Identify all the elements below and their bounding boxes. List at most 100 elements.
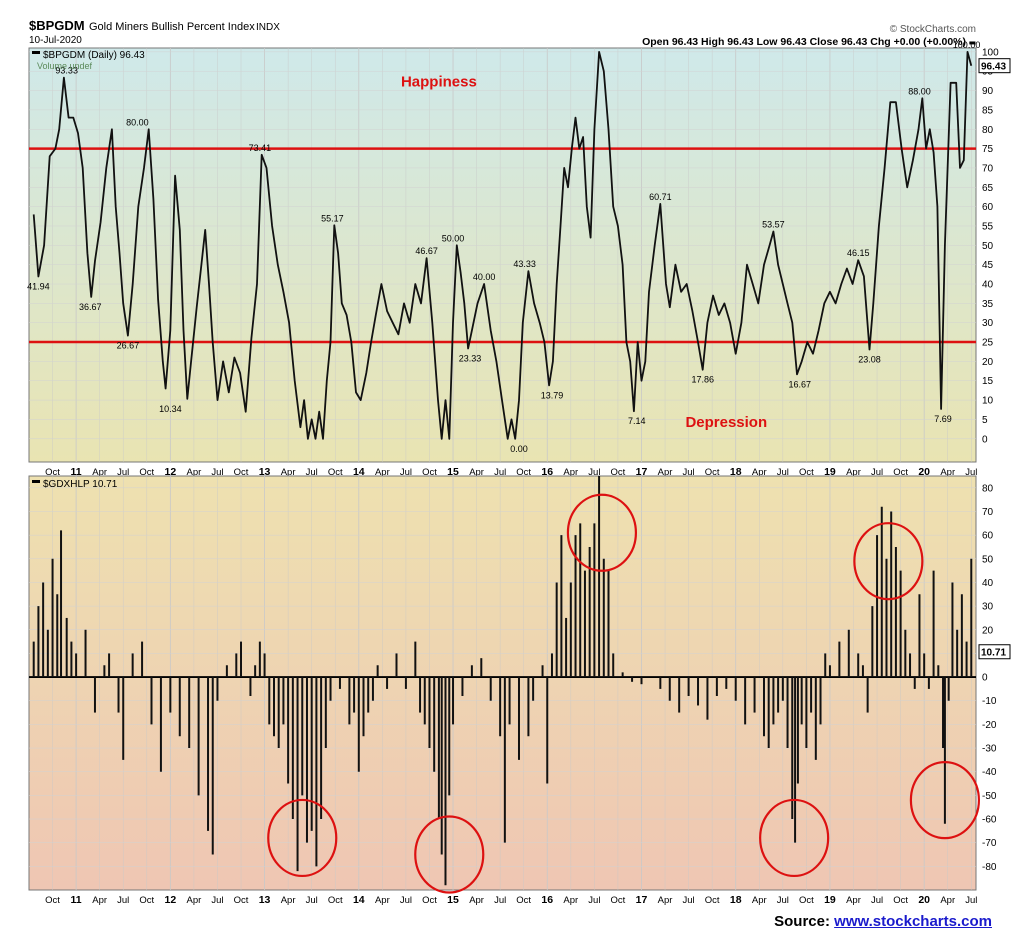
bottom-y-tick-label: 40 <box>982 578 994 589</box>
top-x-tick-label: 14 <box>353 466 365 478</box>
top-x-tick-label: Jul <box>117 467 129 478</box>
bottom-x-tick-label: Apr <box>752 895 767 906</box>
bottom-x-tick-label: Apr <box>281 895 296 906</box>
source-credit: Source: www.stockcharts.com <box>774 913 992 930</box>
bottom-x-tick-label: Jul <box>777 895 789 906</box>
top-x-tick-label: Oct <box>705 467 720 478</box>
value-label: 43.33 <box>513 259 536 269</box>
bottom-x-tick-label: 12 <box>164 894 176 906</box>
bottom-x-tick-label: Jul <box>871 895 883 906</box>
top-x-tick-label: Apr <box>469 467 484 478</box>
ohlc-readout: Open 96.43 High 96.43 Low 96.43 Close 96… <box>642 36 966 48</box>
bottom-x-tick-label: Jul <box>400 895 412 906</box>
bottom-y-tick-label: -10 <box>982 696 997 707</box>
top-x-tick-label: Apr <box>563 467 578 478</box>
top-x-tick-label: Oct <box>45 467 60 478</box>
bottom-x-tick-label: 16 <box>541 894 553 906</box>
bottom-x-tick-label: Oct <box>893 895 908 906</box>
top-x-tick-label: Jul <box>306 467 318 478</box>
gdx-hlp-panel: -80-70-60-50-40-30-20-100102030405060708… <box>28 475 1011 906</box>
highlight-circle <box>759 798 830 878</box>
top-y-tick-label: 90 <box>982 86 994 97</box>
bottom-y-tick-label: -60 <box>982 815 997 826</box>
bottom-y-tick-label: 60 <box>982 531 994 542</box>
bottom-x-tick-label: 13 <box>259 894 271 906</box>
ohlc-dash: ▬ <box>968 38 976 47</box>
value-label: 46.15 <box>847 248 870 258</box>
bottom-x-tick-label: Jul <box>965 895 977 906</box>
top-y-tick-label: 5 <box>982 415 988 426</box>
top-x-tick-label: Apr <box>846 467 861 478</box>
bottom-y-tick-label: -50 <box>982 791 997 802</box>
highlight-circle <box>909 761 981 840</box>
bottom-y-tick-label: -70 <box>982 838 997 849</box>
provider-credit: © StockCharts.com <box>890 24 976 35</box>
bottom-x-tick-label: Oct <box>234 895 249 906</box>
legend-swatch <box>32 51 40 54</box>
top-y-tick-label: 85 <box>982 105 994 116</box>
bottom-y-tick-label: 20 <box>982 625 994 636</box>
top-x-tick-label: Apr <box>752 467 767 478</box>
top-x-tick-label: Oct <box>234 467 249 478</box>
value-label: 26.67 <box>117 341 140 351</box>
last-value-text: 96.43 <box>981 62 1006 73</box>
bottom-y-tick-label: 50 <box>982 554 994 565</box>
top-x-tick-label: Apr <box>940 467 955 478</box>
value-label: 60.71 <box>649 192 672 202</box>
value-label: 55.17 <box>321 213 344 223</box>
bottom-x-tick-label: Jul <box>494 895 506 906</box>
top-x-tick-label: 20 <box>918 466 930 478</box>
chart-exchange: INDX <box>256 22 280 33</box>
top-x-tick-label: Apr <box>187 467 202 478</box>
bottom-x-tick-label: Apr <box>658 895 673 906</box>
value-label: 40.00 <box>473 272 496 282</box>
value-label: 100.00 <box>953 40 981 50</box>
top-y-tick-label: 35 <box>982 299 994 310</box>
value-label: 17.86 <box>691 375 714 385</box>
top-x-tick-label: 15 <box>447 466 459 478</box>
top-legend-volume: Volume undef <box>37 61 93 71</box>
bottom-y-tick-label: -40 <box>982 767 997 778</box>
bottom-x-tick-label: Apr <box>375 895 390 906</box>
bottom-legend: $GDXHLP 10.71 <box>43 479 118 490</box>
highlight-circle <box>267 798 338 878</box>
bottom-x-tick-label: Apr <box>846 895 861 906</box>
source-link[interactable]: www.stockcharts.com <box>834 913 992 930</box>
bottom-x-tick-label: 11 <box>71 894 82 906</box>
bottom-x-tick-label: Apr <box>92 895 107 906</box>
legend-swatch <box>32 480 40 483</box>
top-y-tick-label: 100 <box>982 47 999 58</box>
bottom-x-tick-label: Jul <box>683 895 695 906</box>
value-label: 36.67 <box>79 302 102 312</box>
top-y-tick-label: 45 <box>982 260 994 271</box>
top-y-tick-label: 40 <box>982 280 994 291</box>
top-y-tick-label: 70 <box>982 163 994 174</box>
chart-symbol: $BPGDM <box>29 18 85 33</box>
bottom-y-tick-label: 80 <box>982 483 994 494</box>
highlight-circle <box>414 815 485 894</box>
top-x-tick-label: Oct <box>799 467 814 478</box>
bottom-x-tick-label: Apr <box>563 895 578 906</box>
value-label: 23.08 <box>858 354 881 364</box>
bullish-percent-line <box>32 51 973 440</box>
bottom-plot-area <box>28 475 977 891</box>
last-value-badge <box>978 58 1011 74</box>
top-y-tick-label: 65 <box>982 183 994 194</box>
bottom-x-tick-label: Jul <box>306 895 318 906</box>
bottom-x-tick-label: Oct <box>516 895 531 906</box>
source-label: Source: <box>774 913 835 930</box>
top-x-tick-label: Jul <box>400 467 412 478</box>
value-label: 41.94 <box>27 282 50 292</box>
value-label: 46.67 <box>415 246 438 256</box>
value-label: 7.69 <box>934 414 952 424</box>
bottom-y-tick-label: 30 <box>982 602 994 613</box>
bottom-x-tick-label: Oct <box>705 895 720 906</box>
top-x-tick-label: Apr <box>658 467 673 478</box>
chart-name: Gold Miners Bullish Percent Index <box>89 21 255 33</box>
top-y-tick-label: 75 <box>982 144 994 155</box>
bottom-x-tick-label: Jul <box>588 895 600 906</box>
bottom-x-tick-label: Oct <box>328 895 343 906</box>
value-label: 80.00 <box>126 117 149 127</box>
top-x-tick-label: Jul <box>494 467 506 478</box>
top-x-tick-label: Oct <box>516 467 531 478</box>
